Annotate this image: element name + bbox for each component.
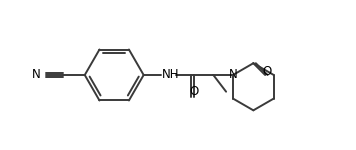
Text: N: N [32,69,41,81]
Text: O: O [189,85,198,98]
Text: NH: NH [162,69,180,81]
Text: O: O [262,65,272,78]
Text: N: N [229,69,237,81]
